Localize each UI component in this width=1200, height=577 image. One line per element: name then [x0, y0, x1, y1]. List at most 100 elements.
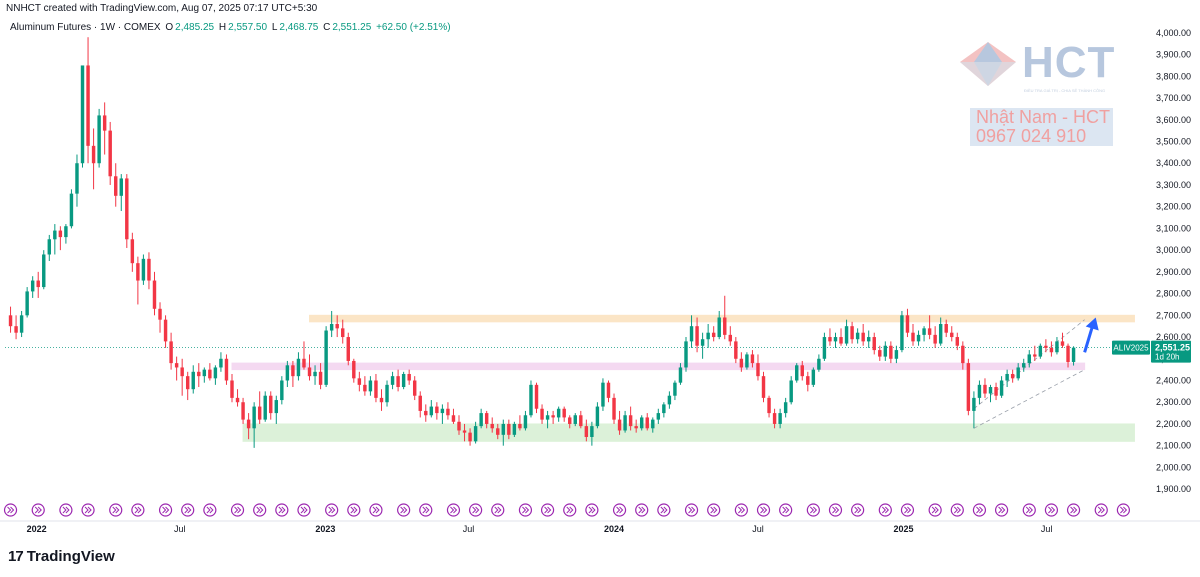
event-marker-icon[interactable]	[81, 503, 95, 517]
tradingview-logo[interactable]: 17 TradingView	[8, 548, 115, 565]
candle-body	[440, 408, 445, 414]
event-marker-icon[interactable]	[1022, 503, 1036, 517]
candle-body	[269, 395, 273, 414]
event-marker-icon[interactable]	[994, 503, 1009, 517]
event-marker-icon[interactable]	[397, 503, 411, 517]
event-marker-icon[interactable]	[707, 503, 721, 517]
candle	[1055, 337, 1059, 355]
event-marker-icon[interactable]	[518, 503, 533, 517]
event-marker-icon[interactable]	[828, 503, 843, 517]
candle	[479, 408, 483, 429]
candle-body	[833, 337, 838, 342]
x-tick-label: 2025	[893, 524, 913, 534]
event-marker-icon[interactable]	[635, 503, 649, 517]
candle-body	[97, 115, 101, 164]
candle	[374, 373, 378, 403]
event-marker-icon[interactable]	[369, 503, 383, 517]
candle	[318, 363, 323, 390]
event-marker-icon[interactable]	[469, 503, 483, 517]
event-marker-glyph	[660, 506, 668, 514]
candle	[174, 356, 179, 381]
event-marker-icon[interactable]	[325, 503, 339, 517]
event-marker-icon[interactable]	[1116, 503, 1130, 517]
candle	[1027, 350, 1031, 368]
event-marker-glyph	[256, 506, 264, 514]
event-marker-icon[interactable]	[972, 503, 987, 517]
candle-body	[822, 337, 827, 359]
event-marker-icon[interactable]	[253, 503, 267, 517]
candle-body	[717, 317, 721, 338]
event-marker-icon[interactable]	[563, 503, 577, 517]
event-marker-icon[interactable]	[779, 503, 793, 517]
event-marker-icon[interactable]	[1094, 503, 1108, 517]
candle	[839, 328, 843, 346]
candle-body	[263, 395, 267, 420]
candle-body	[125, 178, 129, 240]
candle-body	[783, 402, 788, 414]
event-marker-icon[interactable]	[297, 503, 311, 517]
candle-body	[579, 415, 583, 427]
event-marker-glyph	[566, 506, 574, 514]
event-marker-icon[interactable]	[275, 503, 289, 517]
candle-body	[855, 332, 860, 340]
candle-body	[185, 376, 190, 390]
event-marker-icon[interactable]	[684, 503, 699, 517]
event-marker-icon[interactable]	[756, 503, 771, 517]
event-marker-icon[interactable]	[950, 503, 964, 517]
event-marker-icon[interactable]	[419, 503, 433, 517]
event-marker-icon[interactable]	[1066, 503, 1081, 517]
candle	[1033, 345, 1037, 361]
event-marker-icon[interactable]	[928, 503, 942, 517]
candle-body	[108, 130, 112, 177]
candle-body	[451, 415, 456, 422]
event-marker-icon[interactable]	[878, 503, 892, 517]
event-marker-icon[interactable]	[31, 503, 45, 517]
candle-body	[767, 397, 771, 414]
event-marker-icon[interactable]	[1044, 503, 1059, 517]
event-marker-icon[interactable]	[734, 503, 748, 517]
candle-body	[257, 406, 262, 420]
event-marker-icon[interactable]	[181, 503, 195, 517]
candle-body	[700, 339, 705, 346]
event-marker-glyph	[400, 506, 408, 514]
event-marker-icon[interactable]	[900, 503, 915, 517]
event-marker-icon[interactable]	[806, 503, 820, 517]
ohlc-legend[interactable]: Aluminum Futures · 1W · COMEX O 2,485.25 …	[10, 22, 453, 33]
event-marker-icon[interactable]	[347, 503, 361, 517]
candle	[562, 406, 566, 422]
candle-body	[252, 406, 256, 429]
event-marker-glyph	[738, 506, 746, 514]
candle	[534, 382, 539, 414]
candle-body	[772, 413, 777, 424]
price-tag-bg	[1151, 340, 1191, 363]
candle-body	[628, 415, 633, 427]
event-marker-icon[interactable]	[612, 503, 627, 517]
event-marker-icon[interactable]	[109, 503, 123, 517]
event-marker-icon[interactable]	[203, 503, 217, 517]
event-marker-icon[interactable]	[585, 503, 599, 517]
candle-body	[1022, 363, 1026, 368]
event-marker-icon[interactable]	[158, 503, 173, 517]
candle-body	[634, 426, 638, 429]
event-marker-icon[interactable]	[446, 503, 461, 517]
candle-body	[961, 345, 965, 364]
event-marker-icon[interactable]	[657, 503, 671, 517]
candle	[213, 365, 218, 385]
low-value: 2,468.75	[279, 22, 319, 33]
zone-pivot	[231, 362, 1086, 371]
event-marker-icon[interactable]	[491, 503, 505, 517]
candle	[966, 358, 971, 416]
event-marker-glyph	[1048, 506, 1056, 514]
event-marker-icon[interactable]	[3, 503, 18, 517]
y-tick-label: 1,900.00	[1156, 484, 1191, 494]
y-tick-label: 4,000.00	[1156, 28, 1191, 38]
event-marker-icon[interactable]	[59, 503, 73, 517]
event-marker-icon[interactable]	[131, 503, 145, 517]
candle	[789, 376, 793, 405]
event-marker-icon[interactable]	[540, 503, 555, 517]
candle	[324, 326, 328, 388]
event-marker-icon[interactable]	[851, 503, 865, 517]
event-marker-icon[interactable]	[230, 503, 245, 517]
tradingview-brand: TradingView	[26, 548, 115, 565]
